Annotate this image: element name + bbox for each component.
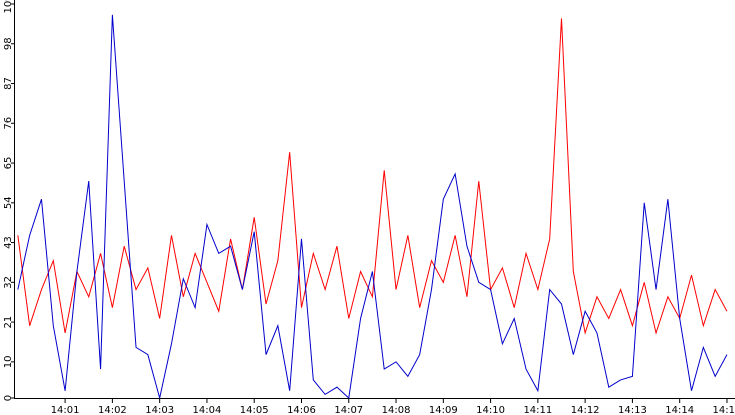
x-tick-label: 14:01 [51, 405, 80, 415]
x-tick-label: 14:07 [334, 405, 363, 415]
x-tick-label: 14:15 [713, 405, 735, 415]
x-tick-label: 14:08 [382, 405, 411, 415]
y-tick-label: 87 [3, 77, 14, 90]
x-tick-label: 14:11 [523, 405, 552, 415]
x-tick-label: 14:06 [287, 405, 316, 415]
y-tick-label: 76 [3, 117, 14, 130]
y-tick-label: 32 [3, 276, 14, 289]
y-tick-label: 10 [3, 355, 14, 368]
y-tick-label: 0 [3, 395, 14, 401]
y-tick-label: 21 [3, 316, 14, 329]
x-tick-label: 14:04 [193, 405, 222, 415]
x-tick-label: 14:03 [145, 405, 174, 415]
y-tick-label: 54 [3, 196, 14, 209]
x-tick-label: 14:10 [476, 405, 505, 415]
x-tick-label: 14:12 [571, 405, 600, 415]
series-line [17, 14, 728, 400]
y-tick-label: 43 [3, 236, 14, 249]
y-tick-label: 65 [3, 157, 14, 170]
x-tick-label: 14:13 [618, 405, 647, 415]
x-tick-label: 14:09 [429, 405, 458, 415]
y-tick-label: 98 [3, 37, 14, 50]
y-tick-label: 109 [3, 0, 14, 14]
x-tick-label: 14:02 [98, 405, 127, 415]
x-tick-label: 14:14 [665, 405, 694, 415]
series-line [17, 18, 728, 335]
x-tick-label: 14:05 [240, 405, 269, 415]
